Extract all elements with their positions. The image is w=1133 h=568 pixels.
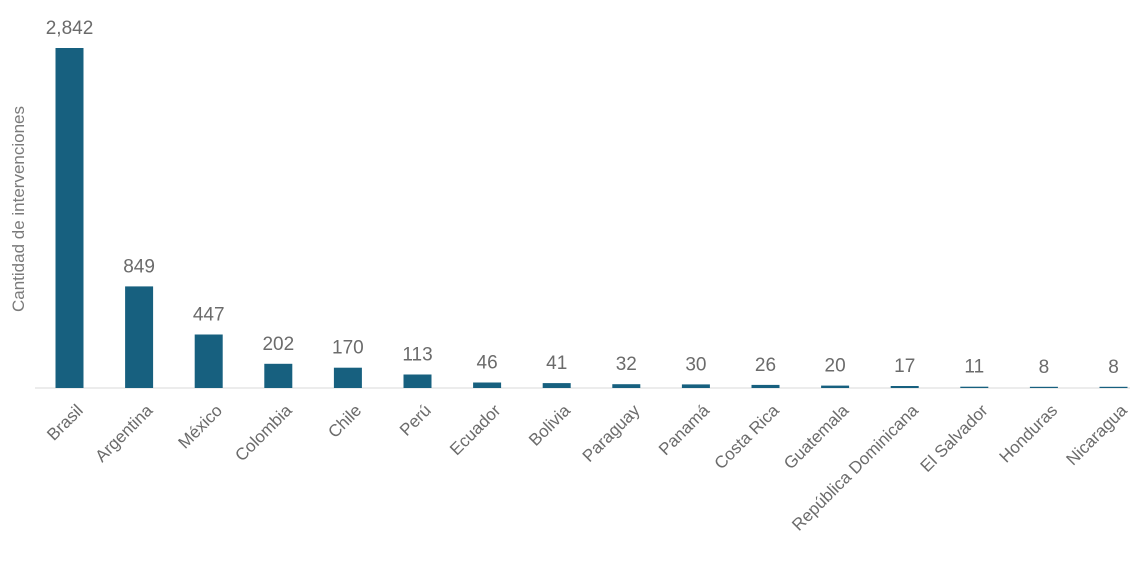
bar-6 [473, 382, 502, 388]
category-label-3: Colombia [231, 400, 296, 465]
value-label-10: 26 [755, 355, 776, 376]
bar-0 [55, 48, 84, 388]
bar-4 [333, 367, 362, 388]
bar-3 [264, 363, 293, 388]
value-label-15: 8 [1108, 357, 1119, 378]
bar-8 [612, 384, 641, 388]
category-label-14: Honduras [996, 401, 1062, 467]
bar-9 [681, 384, 710, 388]
value-label-14: 8 [1039, 357, 1050, 378]
category-label-5: Perú [396, 401, 435, 440]
value-label-6: 46 [477, 353, 498, 374]
bar-2 [194, 334, 223, 388]
category-label-12: República Dominicana [788, 400, 922, 534]
category-label-6: Ecuador [446, 401, 504, 459]
value-label-11: 20 [825, 356, 846, 377]
value-label-2: 447 [193, 305, 225, 326]
category-label-1: Argentina [92, 400, 157, 465]
y-axis-label: Cantidad de intervenciones [9, 106, 28, 312]
bar-10 [751, 384, 780, 388]
value-label-1: 849 [123, 256, 155, 277]
value-label-8: 32 [616, 354, 637, 375]
category-labels-layer: Brasil Argentina México Colombia Chile Perú Ec… [43, 400, 1131, 534]
bars-layer [55, 48, 1128, 388]
category-label-11: Guatemala [780, 401, 853, 474]
value-label-7: 41 [546, 353, 567, 374]
value-label-9: 30 [685, 354, 706, 375]
value-label-12: 17 [894, 356, 915, 377]
bar-5 [403, 374, 432, 388]
value-label-4: 170 [332, 338, 364, 359]
value-label-3: 202 [262, 334, 294, 355]
category-label-9: Panamá [655, 400, 714, 459]
value-label-0: 2,842 [46, 18, 94, 39]
bar-7 [542, 383, 571, 388]
bar-1 [125, 286, 154, 388]
category-label-13: El Salvador [917, 401, 992, 476]
bar-14 [1029, 386, 1058, 388]
value-label-13: 11 [964, 357, 984, 378]
category-label-7: Bolivia [525, 401, 574, 450]
category-label-8: Paraguay [579, 401, 644, 466]
value-labels-layer: 2,842 849 447 202 170 113 46 41 32 30 26 20 17 11 8 8 [46, 18, 1119, 378]
category-label-0: Brasil [43, 401, 86, 444]
category-label-10: Costa Rica [711, 400, 784, 473]
value-label-5: 113 [402, 345, 432, 366]
bar-15 [1099, 386, 1128, 388]
bar-13 [960, 386, 989, 388]
category-label-15: Nicaragua [1063, 401, 1132, 470]
category-label-2: México [174, 401, 226, 453]
category-label-4: Chile [324, 401, 365, 442]
bar-11 [821, 385, 850, 388]
bar-12 [890, 386, 919, 388]
